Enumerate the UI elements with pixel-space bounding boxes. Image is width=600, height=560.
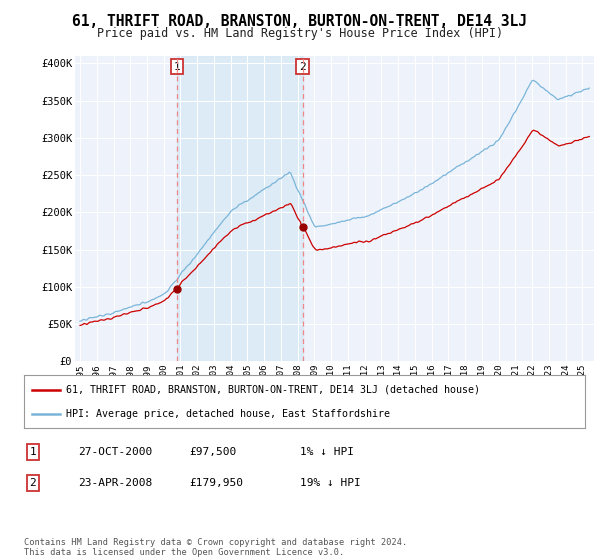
Text: 61, THRIFT ROAD, BRANSTON, BURTON-ON-TRENT, DE14 3LJ (detached house): 61, THRIFT ROAD, BRANSTON, BURTON-ON-TRE…: [66, 385, 480, 395]
Text: 2: 2: [29, 478, 37, 488]
Text: 23-APR-2008: 23-APR-2008: [78, 478, 152, 488]
Bar: [177, 56, 302, 361]
Text: 1: 1: [29, 447, 37, 457]
Text: £97,500: £97,500: [189, 447, 236, 457]
Text: 19% ↓ HPI: 19% ↓ HPI: [300, 478, 361, 488]
Text: 1% ↓ HPI: 1% ↓ HPI: [300, 447, 354, 457]
Text: Contains HM Land Registry data © Crown copyright and database right 2024.
This d: Contains HM Land Registry data © Crown c…: [24, 538, 407, 557]
Text: HPI: Average price, detached house, East Staffordshire: HPI: Average price, detached house, East…: [66, 409, 390, 419]
Text: Price paid vs. HM Land Registry's House Price Index (HPI): Price paid vs. HM Land Registry's House …: [97, 27, 503, 40]
Text: 1: 1: [173, 62, 181, 72]
Text: £179,950: £179,950: [189, 478, 243, 488]
Text: 27-OCT-2000: 27-OCT-2000: [78, 447, 152, 457]
Text: 2: 2: [299, 62, 306, 72]
Text: 61, THRIFT ROAD, BRANSTON, BURTON-ON-TRENT, DE14 3LJ: 61, THRIFT ROAD, BRANSTON, BURTON-ON-TRE…: [73, 14, 527, 29]
